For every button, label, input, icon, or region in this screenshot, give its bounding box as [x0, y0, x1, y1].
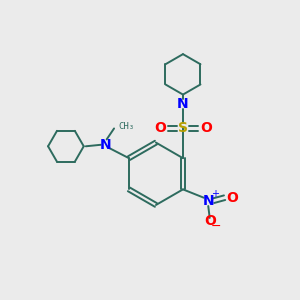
Text: O: O — [204, 214, 216, 229]
Text: O: O — [226, 191, 238, 205]
Text: O: O — [154, 122, 166, 136]
Text: N: N — [177, 97, 189, 111]
Text: N: N — [202, 194, 214, 208]
Text: O: O — [200, 122, 212, 136]
Text: −: − — [211, 219, 221, 232]
Text: N: N — [99, 138, 111, 152]
Text: S: S — [178, 122, 188, 136]
Text: CH₃: CH₃ — [118, 122, 135, 130]
Text: +: + — [211, 189, 219, 199]
